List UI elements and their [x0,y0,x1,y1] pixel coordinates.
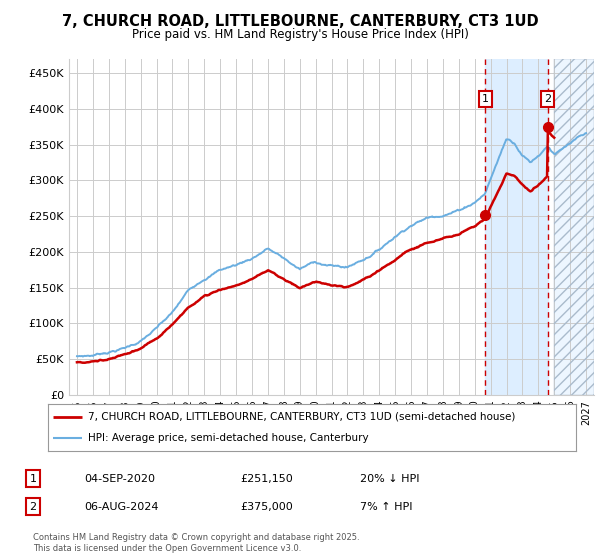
Bar [554,59,594,395]
Text: 04-SEP-2020: 04-SEP-2020 [84,474,155,484]
Text: £251,150: £251,150 [240,474,293,484]
Text: 2: 2 [29,502,37,512]
Text: 7, CHURCH ROAD, LITTLEBOURNE, CANTERBURY, CT3 1UD (semi-detached house): 7, CHURCH ROAD, LITTLEBOURNE, CANTERBURY… [88,412,515,422]
Text: 06-AUG-2024: 06-AUG-2024 [84,502,158,512]
Bar [485,59,548,395]
Text: 1: 1 [482,94,489,104]
Text: £375,000: £375,000 [240,502,293,512]
Text: HPI: Average price, semi-detached house, Canterbury: HPI: Average price, semi-detached house,… [88,433,368,444]
Text: Price paid vs. HM Land Registry's House Price Index (HPI): Price paid vs. HM Land Registry's House … [131,28,469,41]
Text: 20% ↓ HPI: 20% ↓ HPI [360,474,419,484]
Text: 1: 1 [29,474,37,484]
Text: 2: 2 [544,94,551,104]
Bar [554,59,594,395]
Text: 7% ↑ HPI: 7% ↑ HPI [360,502,413,512]
Text: 7, CHURCH ROAD, LITTLEBOURNE, CANTERBURY, CT3 1UD: 7, CHURCH ROAD, LITTLEBOURNE, CANTERBURY… [62,14,538,29]
Text: Contains HM Land Registry data © Crown copyright and database right 2025.
This d: Contains HM Land Registry data © Crown c… [33,533,359,553]
